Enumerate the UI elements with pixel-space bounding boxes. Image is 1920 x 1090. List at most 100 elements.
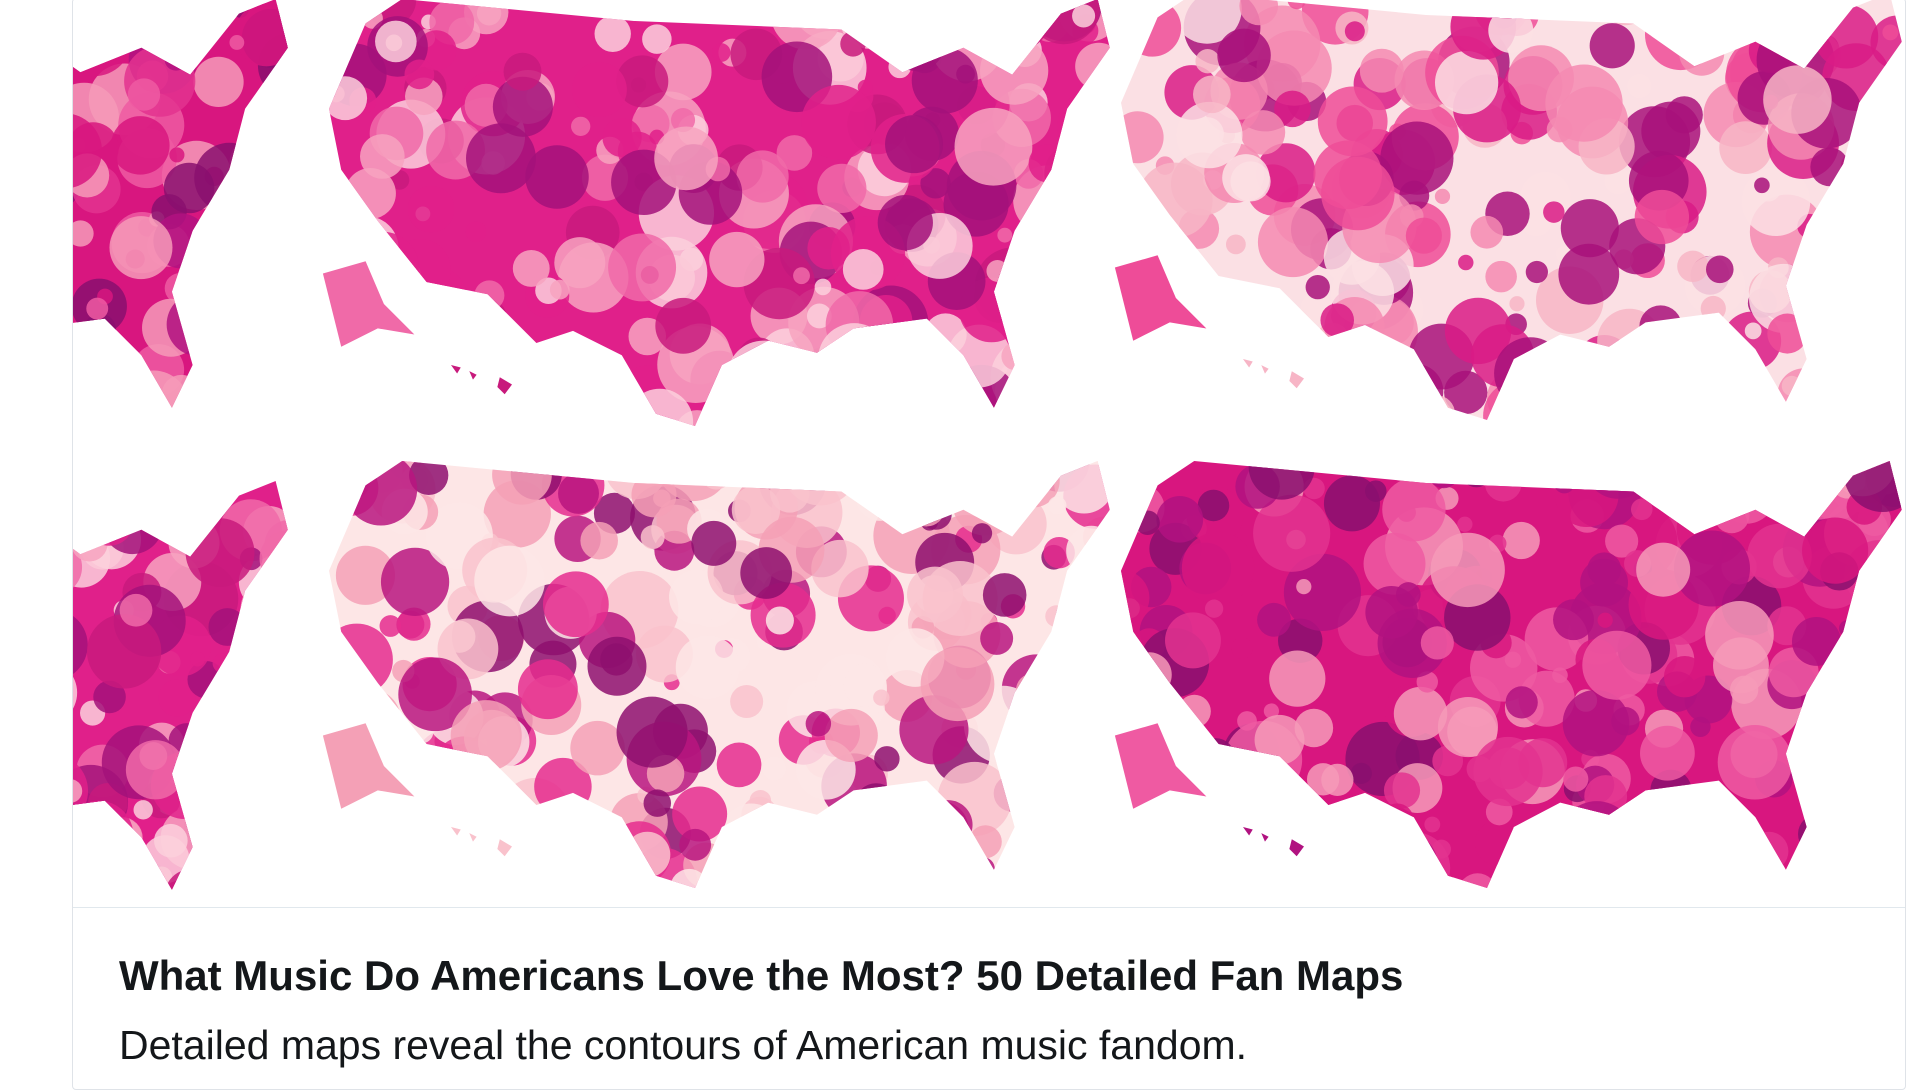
map-region <box>571 117 590 136</box>
map-region <box>1093 192 1125 224</box>
map-region <box>277 676 295 694</box>
map-region <box>1222 304 1270 352</box>
map-region <box>1677 251 1708 282</box>
map-region <box>228 803 258 833</box>
map-region <box>1664 329 1706 371</box>
map-region <box>1711 344 1730 363</box>
map-region <box>319 846 350 877</box>
map-region <box>1061 291 1085 315</box>
map-region <box>1821 705 1846 730</box>
map-region <box>477 1 501 25</box>
map-region <box>1365 830 1438 903</box>
map-region <box>826 396 842 412</box>
map-region <box>209 202 232 225</box>
map-region <box>873 353 941 421</box>
map-region <box>1049 342 1071 364</box>
map-region <box>1161 837 1188 864</box>
map-region <box>341 357 363 379</box>
map-region <box>1739 830 1759 850</box>
map-region <box>218 291 270 343</box>
map-region <box>595 16 631 52</box>
map-region <box>1325 831 1353 859</box>
map-region <box>1016 673 1050 707</box>
map-region <box>1291 814 1323 846</box>
alaska <box>323 723 415 808</box>
map-region <box>73 463 83 530</box>
map-region <box>1651 784 1729 862</box>
map-region <box>1327 873 1343 889</box>
map-region <box>1178 695 1211 728</box>
map-region <box>159 480 175 496</box>
map-region <box>1554 473 1575 494</box>
map-region <box>241 577 305 641</box>
map-region <box>1747 12 1775 40</box>
map-region <box>1079 540 1125 586</box>
map-region <box>1222 334 1261 373</box>
map-region <box>996 274 1042 320</box>
map-region <box>190 652 205 667</box>
map-region <box>1563 414 1582 433</box>
map-region <box>111 116 170 175</box>
map-region <box>948 881 968 901</box>
hawaii <box>451 827 512 856</box>
map-region <box>73 371 77 435</box>
map-region <box>920 498 952 530</box>
map-region <box>654 126 718 190</box>
map-region <box>1569 0 1609 14</box>
map-region <box>1028 323 1083 378</box>
map-region <box>1547 357 1577 387</box>
map-region <box>1545 64 1622 141</box>
us-map <box>1093 0 1905 454</box>
map-region <box>1458 255 1473 270</box>
map-region <box>1582 631 1651 700</box>
card-text[interactable]: What Music Do Americans Love the Most? 5… <box>73 907 1905 908</box>
map-region <box>1226 234 1246 254</box>
map-region <box>167 293 231 357</box>
link-card[interactable]: What Music Do Americans Love the Most? 5… <box>72 0 1906 1090</box>
map-region <box>856 365 882 391</box>
card-title[interactable]: What Music Do Americans Love the Most? 5… <box>119 952 1403 1000</box>
map-region <box>1430 533 1504 607</box>
map-region <box>233 235 267 269</box>
map-region <box>1580 559 1628 607</box>
map-region <box>921 647 995 721</box>
map-region <box>1809 780 1854 825</box>
map-region <box>587 637 646 696</box>
map-region <box>88 348 119 379</box>
map-region <box>1543 201 1564 222</box>
map-region <box>971 857 995 881</box>
map-region <box>1135 510 1160 535</box>
map-region <box>1747 524 1812 589</box>
map-region <box>873 689 889 705</box>
map-region <box>1882 189 1905 217</box>
map-region <box>1815 846 1846 877</box>
map-region <box>1193 75 1231 113</box>
map-region <box>644 789 672 817</box>
map-region <box>625 832 671 878</box>
map-region <box>898 375 916 393</box>
map-region <box>1266 855 1324 907</box>
map-region <box>1194 799 1219 824</box>
map-region <box>1802 723 1868 789</box>
map-region <box>1171 708 1189 726</box>
map-region <box>1803 259 1874 330</box>
alaska <box>323 261 415 346</box>
map-region <box>1861 146 1876 161</box>
map-region <box>1559 801 1634 876</box>
map-region <box>105 16 139 50</box>
card-image[interactable] <box>73 0 1905 907</box>
map-region <box>885 115 943 173</box>
map-region <box>312 812 351 851</box>
alaska <box>1115 255 1207 340</box>
map-region <box>1754 178 1770 194</box>
map-region <box>1636 543 1690 597</box>
map-region <box>929 806 959 836</box>
map-region <box>1600 373 1662 435</box>
map-region <box>840 429 908 497</box>
map-region <box>245 616 293 664</box>
map-region <box>1055 584 1128 657</box>
map-region <box>911 801 969 859</box>
map-region <box>392 352 424 384</box>
map-region <box>1053 624 1106 677</box>
map-region <box>1435 189 1450 204</box>
